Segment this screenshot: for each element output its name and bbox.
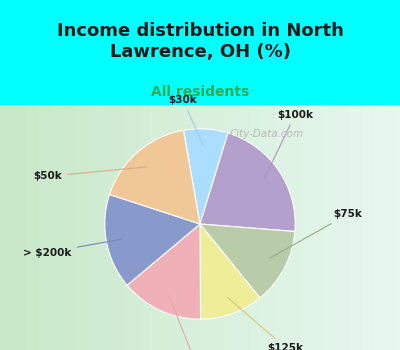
Text: > $200k: > $200k	[24, 239, 122, 258]
Text: $30k: $30k	[168, 95, 204, 146]
Text: City-Data.com: City-Data.com	[230, 128, 304, 139]
Text: $100k: $100k	[264, 110, 313, 179]
Wedge shape	[200, 133, 295, 231]
Text: All residents: All residents	[151, 85, 249, 99]
Text: $40k: $40k	[169, 296, 210, 350]
Wedge shape	[200, 224, 295, 298]
Text: $125k: $125k	[228, 298, 304, 350]
Text: Income distribution in North
Lawrence, OH (%): Income distribution in North Lawrence, O…	[56, 22, 344, 61]
Text: $50k: $50k	[33, 167, 147, 181]
Wedge shape	[105, 195, 200, 285]
Wedge shape	[184, 129, 228, 224]
Wedge shape	[200, 224, 260, 319]
Text: $75k: $75k	[270, 210, 362, 258]
Wedge shape	[110, 130, 200, 224]
Wedge shape	[127, 224, 200, 319]
